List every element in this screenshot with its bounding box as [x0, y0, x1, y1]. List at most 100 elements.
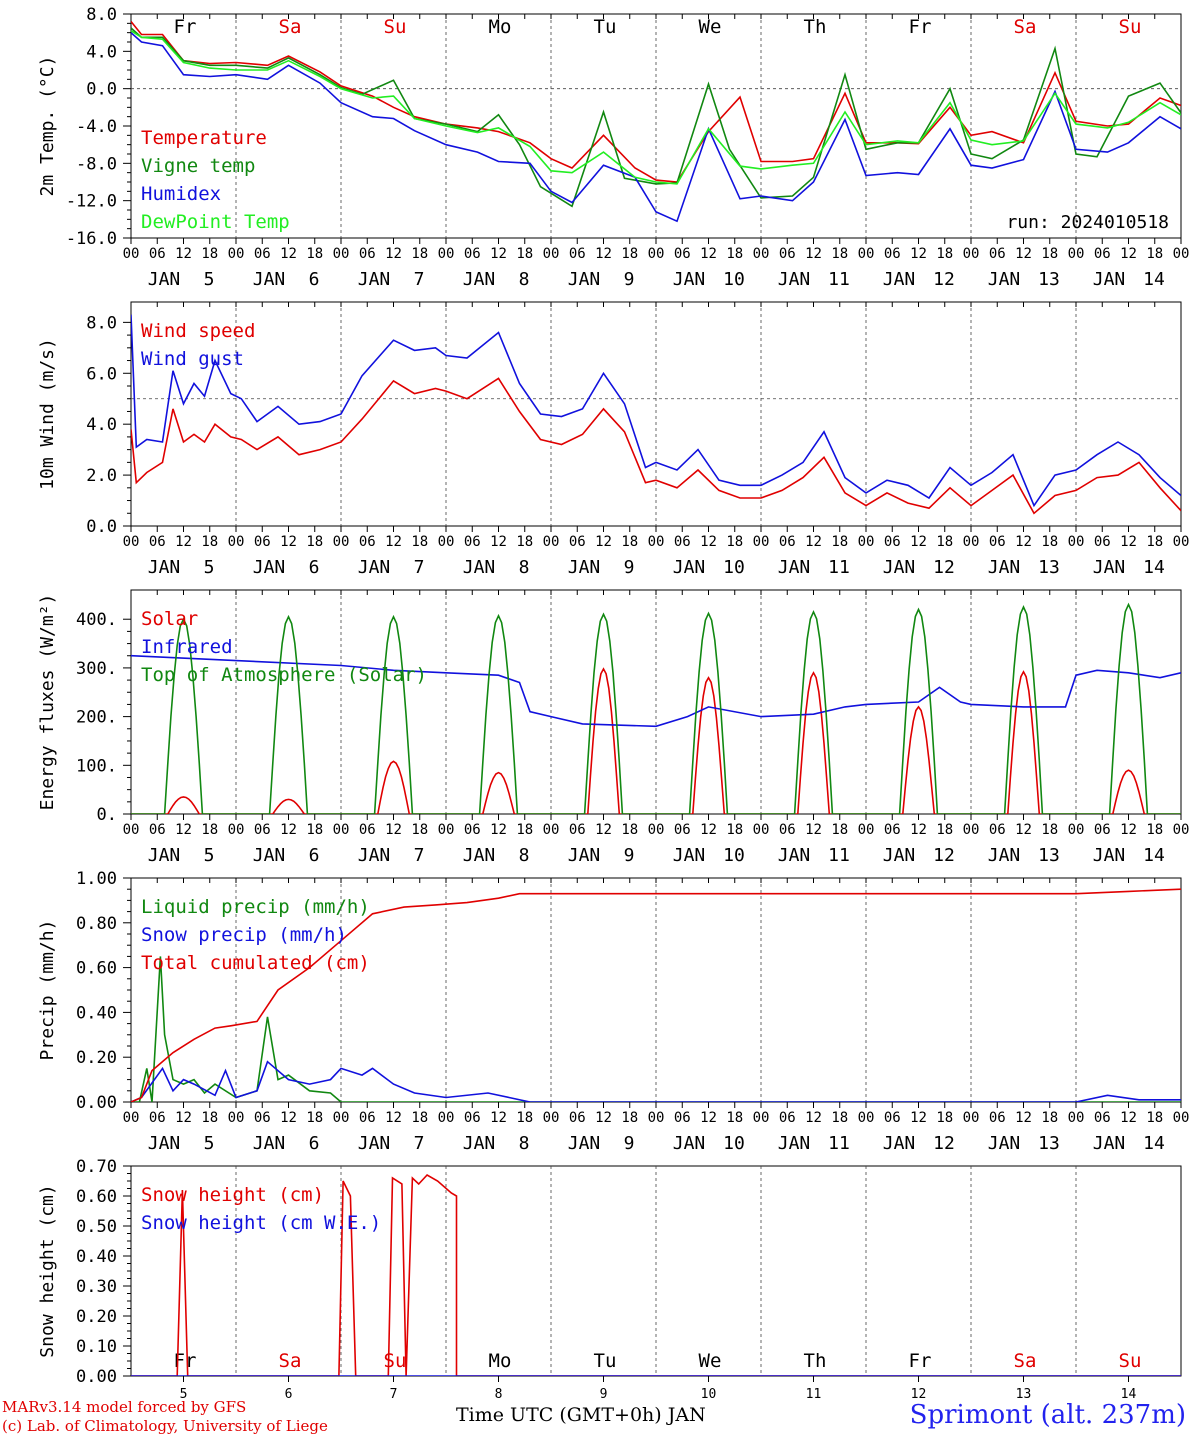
- x-tick-label: 12: [910, 822, 927, 838]
- x-tick-label: 00: [1068, 822, 1085, 838]
- x-tick-label: 00: [543, 246, 560, 262]
- credit-text: MARv3.14 model forced by GFS (c) Lab. of…: [2, 1398, 328, 1436]
- day-name-label: Fr: [909, 1350, 932, 1372]
- x-tick-label: 12: [910, 534, 927, 550]
- x-day-label: 10: [723, 557, 745, 578]
- x-tick-label: 18: [1041, 1110, 1058, 1126]
- x-tick-label: 12: [700, 1110, 717, 1126]
- x-axis-title: Time UTC (GMT+0h) JAN: [456, 1404, 706, 1426]
- x-tick-label: 00: [648, 534, 665, 550]
- x-day-label: 9: [624, 845, 635, 866]
- x-tick-label: 06: [569, 246, 586, 262]
- x-day-label: 8: [519, 557, 530, 578]
- y-tick-label: -4.0: [76, 117, 117, 137]
- x-tick-label: 18: [516, 1110, 533, 1126]
- day-name-label: Sa: [279, 16, 302, 38]
- x-tick-label: 06: [569, 1110, 586, 1126]
- x-tick-label: 06: [884, 534, 901, 550]
- x-tick-label: 00: [333, 246, 350, 262]
- panel-3: 0. 100. 200. 300. 400. Energy fluxes (W/m²) 00…: [37, 589, 1189, 866]
- x-month-label: JAN: [883, 269, 916, 290]
- series-line-top-of-atmosphere-solar-: [131, 602, 1181, 814]
- x-tick-label: 06: [779, 1110, 796, 1126]
- x-tick-label: 12: [700, 822, 717, 838]
- x-day-label: 14: [1143, 1133, 1165, 1154]
- x-tick-label: 00: [648, 822, 665, 838]
- x-tick-label: 06: [254, 1110, 271, 1126]
- x-day-label: 14: [1143, 557, 1165, 578]
- x-tick-label: 00: [1068, 1110, 1085, 1126]
- day-name-label: Mo: [489, 1350, 512, 1372]
- x-tick-label: 12: [595, 246, 612, 262]
- x-month-label: JAN: [883, 845, 916, 866]
- x-tick-label: 12: [595, 822, 612, 838]
- x-day-label: 13: [1038, 845, 1060, 866]
- x-day-label: 10: [723, 845, 745, 866]
- x-tick-label: 06: [674, 534, 691, 550]
- x-tick-label: 8: [495, 1387, 503, 1402]
- x-day-label: 12: [933, 845, 955, 866]
- day-name-label: Fr: [174, 1350, 197, 1372]
- series-line-solar: [131, 667, 1181, 814]
- x-tick-label: 12: [700, 246, 717, 262]
- x-month-label: JAN: [358, 269, 391, 290]
- plot-frame: [130, 13, 1182, 239]
- x-tick-label: 00: [1173, 1110, 1190, 1126]
- x-month-label: JAN: [988, 845, 1021, 866]
- x-tick-label: 18: [936, 246, 953, 262]
- x-tick-label: 00: [438, 534, 455, 550]
- x-month-label: JAN: [1093, 557, 1126, 578]
- x-tick-label: 00: [753, 822, 770, 838]
- y-tick-label: 8.0: [86, 313, 117, 333]
- x-day-label: 11: [828, 845, 850, 866]
- x-tick-label: 06: [359, 822, 376, 838]
- x-tick-label: 00: [858, 534, 875, 550]
- x-tick-label: 06: [884, 1110, 901, 1126]
- y-tick-label: 0.10: [76, 1337, 117, 1357]
- x-tick-label: 18: [411, 246, 428, 262]
- x-tick-label: 12: [1120, 822, 1137, 838]
- x-tick-label: 18: [306, 822, 323, 838]
- x-tick-label: 18: [411, 1110, 428, 1126]
- legend-entry: Wind speed: [141, 320, 255, 342]
- x-tick-label: 06: [254, 246, 271, 262]
- x-tick-label: 00: [543, 1110, 560, 1126]
- x-tick-label: 00: [228, 822, 245, 838]
- x-tick-label: 06: [254, 534, 271, 550]
- legend-entry: Total cumulated (cm): [141, 952, 370, 974]
- x-tick-label: 18: [726, 246, 743, 262]
- series-line-infrared: [131, 654, 1181, 728]
- legend-entry: Snow precip (mm/h): [141, 924, 347, 946]
- legend-entry: Liquid precip (mm/h): [141, 896, 370, 918]
- x-tick-label: 7: [390, 1387, 398, 1402]
- x-day-label: 8: [519, 1133, 530, 1154]
- x-tick-label: 12: [805, 822, 822, 838]
- x-tick-label: 06: [464, 246, 481, 262]
- y-tick-label: 0.50: [76, 1217, 117, 1237]
- x-month-label: JAN: [778, 1133, 811, 1154]
- x-day-label: 5: [204, 269, 215, 290]
- y-tick-label: -16.0: [66, 229, 117, 249]
- x-tick-label: 18: [1146, 822, 1163, 838]
- legend-entry: Snow height (cm W.E.): [141, 1212, 381, 1234]
- day-name-label: Su: [384, 16, 407, 38]
- x-tick-label: 00: [438, 822, 455, 838]
- series-line-snow-precip-mm-h-: [131, 1060, 1181, 1102]
- x-day-label: 12: [933, 557, 955, 578]
- x-day-label: 14: [1143, 269, 1165, 290]
- x-day-label: 11: [828, 557, 850, 578]
- day-name-label: Su: [384, 1350, 407, 1372]
- x-month-label: JAN: [148, 845, 181, 866]
- day-name-label: Mo: [489, 16, 512, 38]
- y-tick-label: 0.20: [76, 1307, 117, 1327]
- x-tick-label: 00: [1068, 534, 1085, 550]
- y-tick-label: 200.: [76, 708, 117, 728]
- x-tick-label: 6: [285, 1387, 293, 1402]
- x-day-label: 11: [828, 1133, 850, 1154]
- x-tick-label: 12: [595, 534, 612, 550]
- x-tick-label: 18: [516, 246, 533, 262]
- x-tick-label: 06: [359, 1110, 376, 1126]
- y-tick-label: 400.: [76, 610, 117, 630]
- x-tick-label: 18: [306, 1110, 323, 1126]
